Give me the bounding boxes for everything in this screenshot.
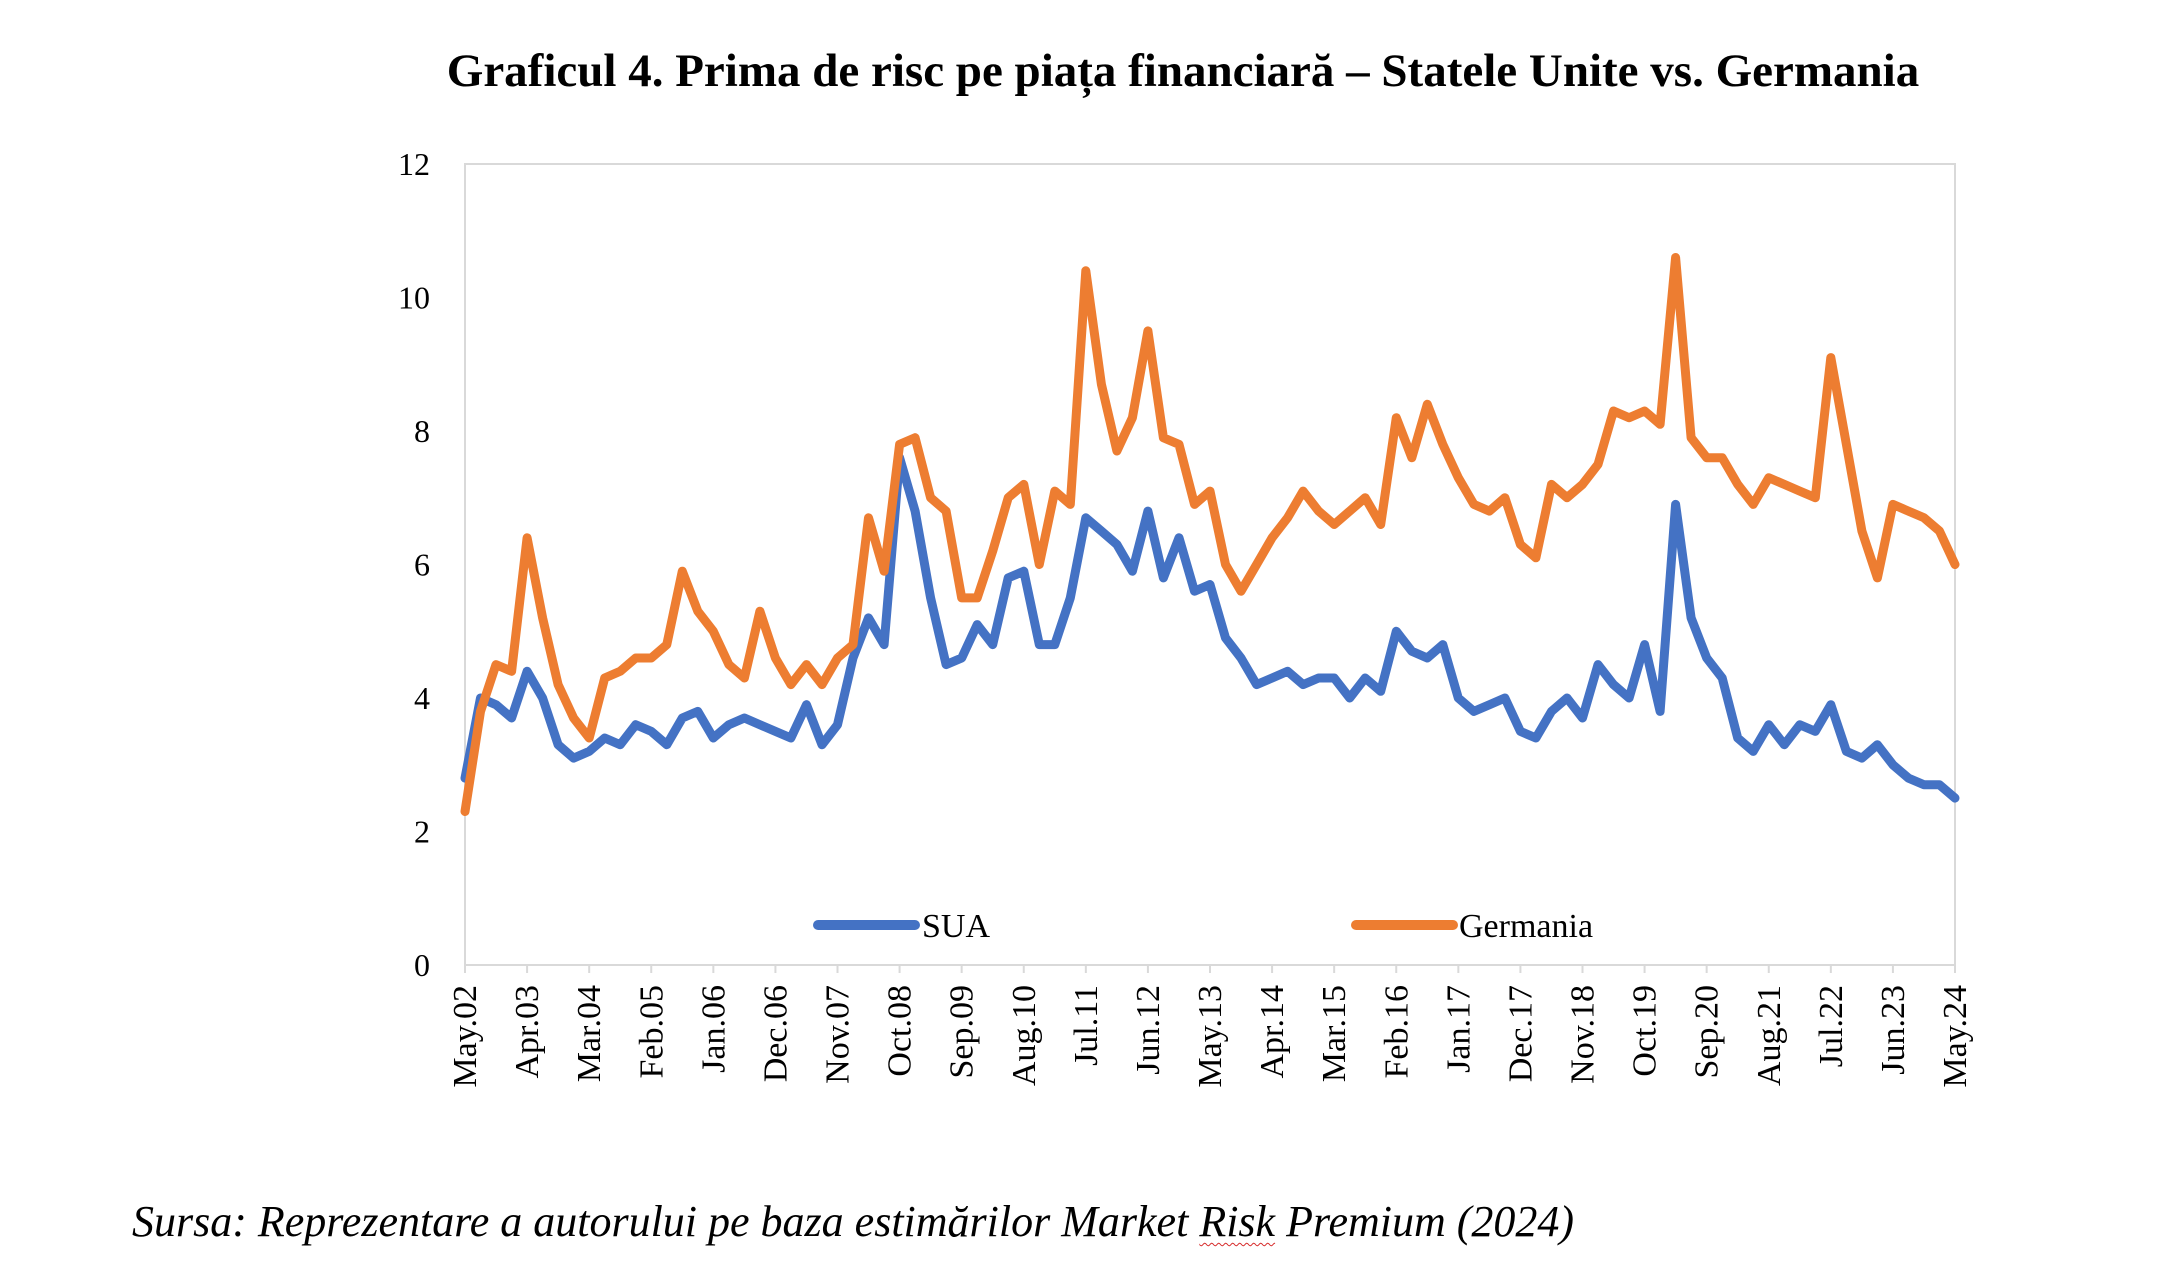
x-tick-label: Apr.03: [509, 985, 546, 1079]
x-tick-label: Aug.21: [1751, 985, 1788, 1086]
x-tick-label: Feb.16: [1378, 985, 1415, 1079]
series-line-sua: [460, 453, 1960, 803]
x-tick-label: Aug.10: [1006, 985, 1043, 1086]
y-tick-label: 6: [414, 547, 430, 583]
y-axis: 0 2 4 6 8 10 12: [398, 146, 430, 983]
y-tick-label: 10: [398, 280, 430, 316]
x-tick-label: May.24: [1937, 985, 1974, 1088]
y-tick-label: 12: [398, 146, 430, 182]
y-tick-label: 0: [414, 947, 430, 983]
x-tick-label: Mar.15: [1316, 985, 1353, 1082]
source-prefix: Sursa: Reprezentare a autorului pe baza …: [132, 1197, 1200, 1246]
y-tick-label: 4: [414, 680, 430, 716]
source-suffix: Premium (2024): [1275, 1197, 1575, 1246]
x-tick-label: May.02: [447, 985, 484, 1088]
x-tick-label: Jan.06: [695, 985, 732, 1073]
series-line-germania: [460, 253, 1960, 816]
x-tick-label: Dec.17: [1502, 985, 1539, 1082]
y-tick-label: 2: [414, 814, 430, 850]
x-tick-label: Dec.06: [757, 985, 794, 1082]
x-tick-label: Jan.17: [1440, 985, 1477, 1073]
legend: SUA Germania: [813, 908, 1593, 945]
x-tick-label: Jun.12: [1130, 985, 1167, 1075]
x-tick-label: Nov.07: [820, 985, 857, 1084]
x-tick-label: Oct.19: [1627, 985, 1664, 1077]
x-tick-label: Jul.11: [1068, 985, 1105, 1066]
y-tick-label: 8: [414, 413, 430, 449]
plot-area-frame: [464, 163, 1956, 966]
x-tick-label: Sep.09: [944, 985, 981, 1079]
chart-title: Graficul 4. Prima de risc pe piața finan…: [446, 45, 1920, 97]
legend-label-sua: SUA: [922, 908, 990, 945]
source-marked-word: Risk: [1199, 1197, 1276, 1246]
series-layer: [460, 253, 1960, 816]
x-tick-label: Apr.14: [1254, 985, 1291, 1079]
legend-label-germania: Germania: [1459, 908, 1593, 945]
x-tick-label: Oct.08: [882, 985, 919, 1077]
x-axis: May.02 Apr.03 Mar.04 Feb.05 Jan.06 Dec.06 Nov.…: [447, 964, 1974, 1088]
x-tick-label: Jul.22: [1813, 985, 1850, 1067]
x-tick-label: Mar.04: [571, 985, 608, 1082]
x-tick-label: Jun.23: [1875, 985, 1912, 1075]
x-tick-label: Feb.05: [633, 985, 670, 1079]
x-tick-label: Nov.18: [1565, 985, 1602, 1084]
source-note: Sursa: Reprezentare a autorului pe baza …: [132, 1196, 1574, 1247]
x-tick-label: May.13: [1192, 985, 1229, 1088]
x-tick-label: Sep.20: [1689, 985, 1726, 1079]
